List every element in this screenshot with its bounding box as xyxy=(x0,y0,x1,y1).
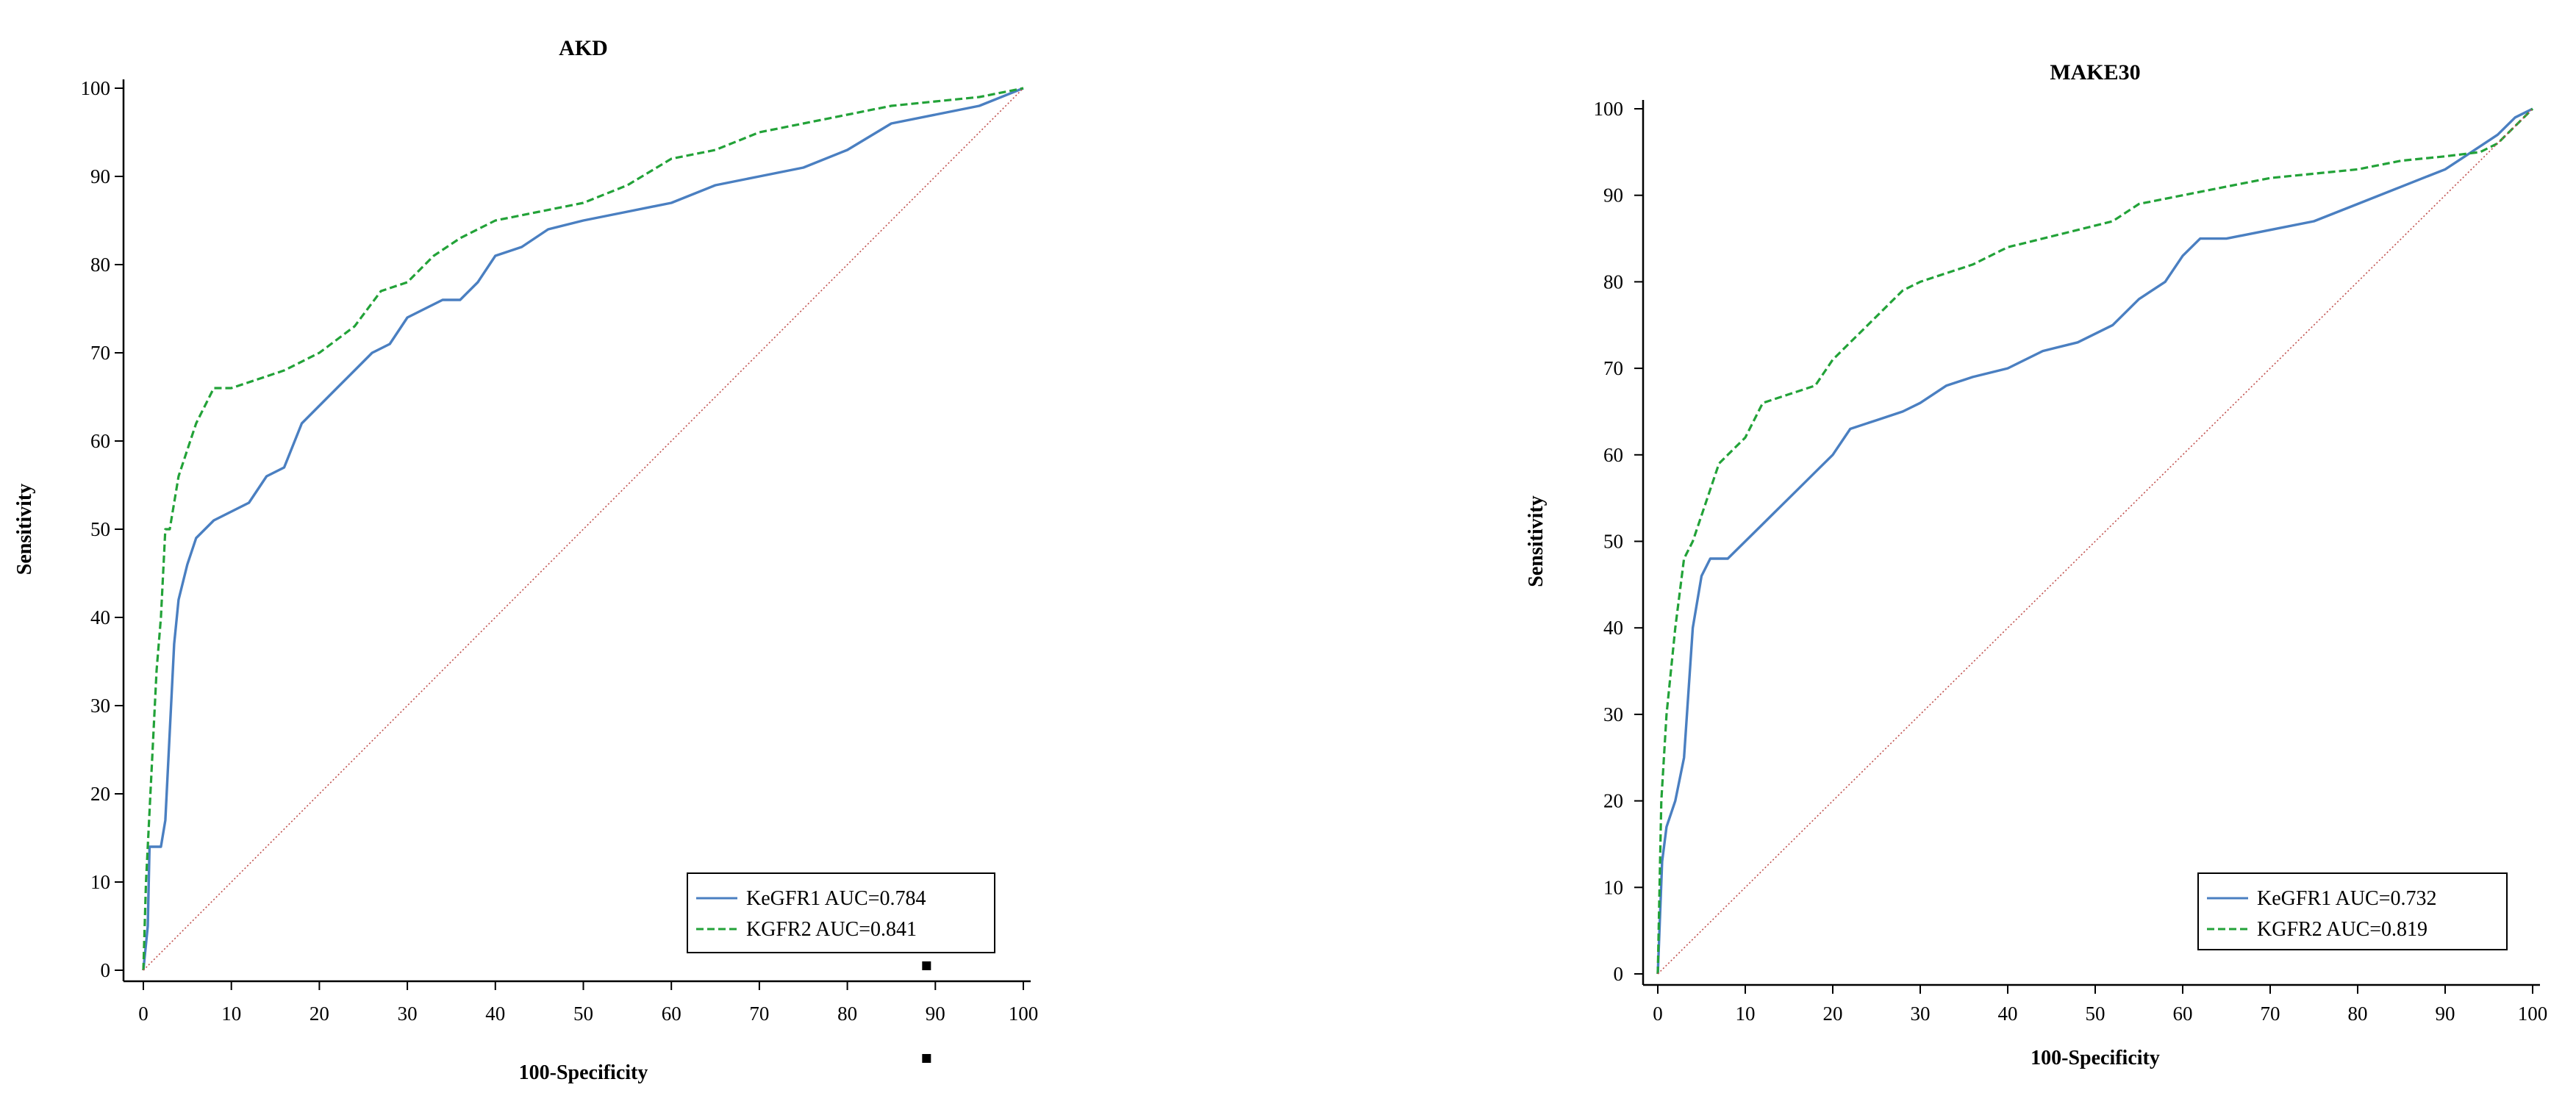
make30-x-tick-label: 80 xyxy=(2348,1003,2368,1025)
akd-x-tick-label: 80 xyxy=(837,1003,857,1025)
akd-kegfr1-roc-curve xyxy=(142,87,1024,971)
akd-x-tick-label: 50 xyxy=(573,1003,593,1025)
make30-x-tick-label: 70 xyxy=(2261,1003,2280,1025)
make30-y-axis-label: Sensitivity xyxy=(1525,495,1548,587)
make30-x-tick-label: 20 xyxy=(1823,1003,1843,1025)
akd-stray-marker xyxy=(922,1054,931,1063)
akd-x-tick-label: 70 xyxy=(749,1003,769,1025)
make30-x-tick-label: 90 xyxy=(2436,1003,2455,1025)
make30-legend: KeGFR1 AUC=0.732 KGFR2 AUC=0.819 xyxy=(2197,872,2508,950)
akd-y-tick-label: 60 xyxy=(90,430,110,452)
akd-y-tick-label: 10 xyxy=(90,871,110,893)
make30-y-tick-label: 0 xyxy=(1614,963,1624,985)
akd-x-axis-label: 100-Specificity xyxy=(519,1061,648,1084)
make30-x-tick-label: 60 xyxy=(2173,1003,2193,1025)
akd-legend-kgfr2-label: KGFR2 AUC=0.841 xyxy=(746,918,917,941)
make30-y-tick-label: 60 xyxy=(1603,444,1623,466)
make30-legend-kgfr2-label: KGFR2 AUC=0.819 xyxy=(2257,918,2427,941)
akd-legend: KeGFR1 AUC=0.784 KGFR2 AUC=0.841 xyxy=(687,872,995,953)
akd-legend-box xyxy=(687,872,995,953)
make30-y-tick-label: 70 xyxy=(1603,357,1623,379)
make30-y-tick-label: 90 xyxy=(1603,184,1623,207)
make30-x-tick-label: 40 xyxy=(1998,1003,2018,1025)
make30-x-tick-label: 50 xyxy=(2086,1003,2105,1025)
akd-legend-kegfr1-label: KeGFR1 AUC=0.784 xyxy=(746,887,926,910)
make30-legend-kegfr1-label: KeGFR1 AUC=0.732 xyxy=(2257,887,2436,910)
akd-x-tick-label: 10 xyxy=(221,1003,241,1025)
make30-y-tick-label: 50 xyxy=(1603,531,1623,553)
akd-y-tick-label: 50 xyxy=(90,518,110,540)
akd-stray-marker xyxy=(922,961,931,970)
make30-x-tick-label: 10 xyxy=(1736,1003,1756,1025)
make30-x-tick-label: 0 xyxy=(1653,1003,1663,1025)
make30-x-axis-label: 100-Specificity xyxy=(2031,1047,2160,1069)
make30-x-tick-label: 100 xyxy=(2518,1003,2548,1025)
akd-y-tick-label: 0 xyxy=(101,959,111,981)
akd-y-tick-label: 30 xyxy=(90,695,110,717)
make30-reference-diagonal-line xyxy=(1657,108,2533,975)
akd-roc-panel: AKD 0 10 20 30 40 50 60 70 80 90 100 0 10 20 30 40 50 60 70… xyxy=(13,36,1038,1084)
make30-y-tick-label: 80 xyxy=(1603,270,1623,293)
akd-chart-title: AKD xyxy=(559,36,608,60)
akd-x-tick-label: 60 xyxy=(662,1003,681,1025)
akd-x-tick-label: 30 xyxy=(398,1003,418,1025)
make30-roc-panel: MAKE30 0 10 20 30 40 50 60 70 80 90 100 0 10 20 30 40 50 6… xyxy=(1525,60,2547,1069)
make30-x-tick-label: 30 xyxy=(1911,1003,1931,1025)
akd-y-tick-label: 80 xyxy=(90,254,110,276)
akd-y-tick-label: 90 xyxy=(90,165,110,187)
make30-legend-box xyxy=(2197,872,2508,950)
akd-x-tick-label: 20 xyxy=(310,1003,329,1025)
make30-y-tick-label: 40 xyxy=(1603,617,1623,639)
akd-y-tick-label: 20 xyxy=(90,783,110,805)
akd-y-tick-label: 70 xyxy=(90,342,110,364)
akd-x-tick-label: 40 xyxy=(485,1003,505,1025)
akd-x-tick-label: 90 xyxy=(926,1003,945,1025)
make30-y-tick-label: 30 xyxy=(1603,703,1623,725)
akd-kgfr2-roc-curve xyxy=(142,87,1024,971)
akd-y-tick-label: 100 xyxy=(81,77,111,99)
akd-y-axis-label: Sensitivity xyxy=(13,484,36,575)
make30-y-tick-label: 20 xyxy=(1603,790,1623,812)
akd-x-tick-label: 100 xyxy=(1009,1003,1039,1025)
make30-kegfr1-roc-curve xyxy=(1656,107,2533,975)
make30-y-tick-label: 10 xyxy=(1603,876,1623,898)
akd-x-tick-label: 0 xyxy=(138,1003,149,1025)
akd-y-tick-label: 40 xyxy=(90,606,110,628)
make30-kgfr2-roc-curve xyxy=(1656,107,2534,975)
make30-y-tick-label: 100 xyxy=(1594,98,1624,120)
make30-chart-title: MAKE30 xyxy=(2050,60,2140,85)
